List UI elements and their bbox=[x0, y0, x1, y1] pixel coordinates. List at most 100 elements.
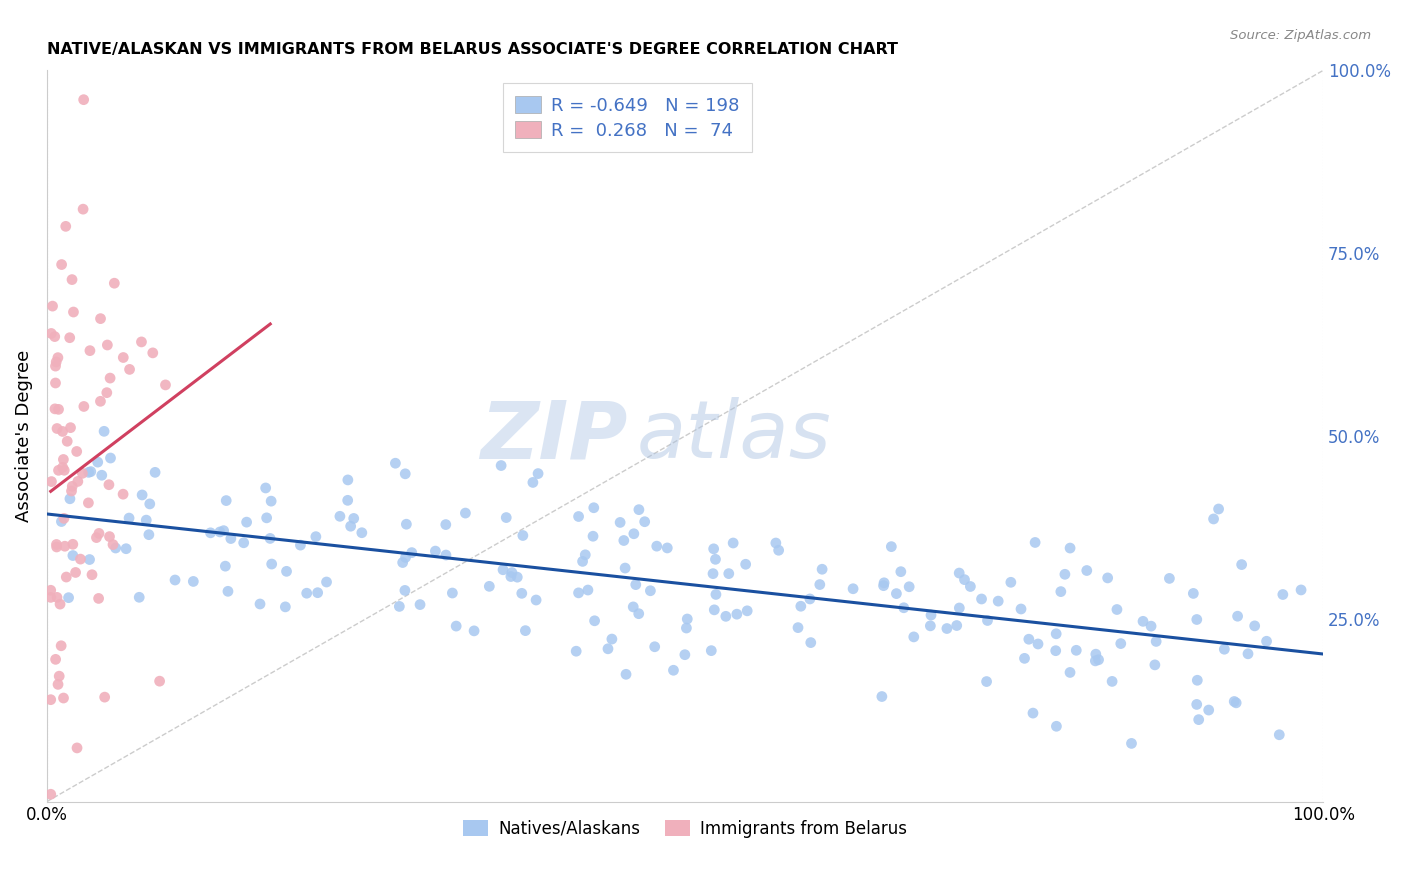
Point bbox=[44, 376, 66, 390]
Point bbox=[1084, 654, 1107, 668]
Point bbox=[948, 566, 970, 580]
Point bbox=[1182, 586, 1205, 600]
Point bbox=[1271, 587, 1294, 601]
Point bbox=[492, 563, 515, 577]
Point bbox=[1140, 619, 1163, 633]
Point bbox=[1198, 703, 1220, 717]
Point bbox=[200, 525, 222, 540]
Point bbox=[717, 566, 740, 581]
Point bbox=[66, 444, 89, 458]
Point bbox=[576, 582, 599, 597]
Point bbox=[53, 539, 76, 553]
Point bbox=[39, 787, 62, 801]
Point bbox=[118, 362, 141, 376]
Point bbox=[676, 612, 699, 626]
Point bbox=[893, 600, 915, 615]
Point bbox=[115, 541, 138, 556]
Point bbox=[735, 604, 758, 618]
Point bbox=[568, 509, 591, 524]
Point bbox=[51, 515, 73, 529]
Point bbox=[60, 483, 83, 498]
Point bbox=[93, 690, 115, 705]
Point bbox=[1208, 502, 1230, 516]
Point bbox=[613, 533, 636, 548]
Point bbox=[214, 559, 236, 574]
Point bbox=[307, 585, 329, 599]
Point bbox=[898, 580, 921, 594]
Point bbox=[305, 530, 328, 544]
Point bbox=[235, 515, 257, 529]
Point bbox=[128, 591, 150, 605]
Point bbox=[208, 524, 231, 539]
Point bbox=[1289, 582, 1312, 597]
Point bbox=[336, 473, 359, 487]
Point bbox=[644, 640, 666, 654]
Point bbox=[662, 663, 685, 677]
Point bbox=[212, 524, 235, 538]
Point bbox=[112, 351, 135, 365]
Point bbox=[1087, 653, 1109, 667]
Point bbox=[138, 527, 160, 541]
Point bbox=[59, 331, 82, 345]
Point bbox=[920, 619, 942, 633]
Point bbox=[73, 93, 96, 107]
Point bbox=[100, 450, 122, 465]
Text: Source: ZipAtlas.com: Source: ZipAtlas.com bbox=[1230, 29, 1371, 42]
Point bbox=[39, 583, 62, 598]
Point bbox=[260, 557, 283, 571]
Point bbox=[1045, 643, 1067, 657]
Point bbox=[582, 529, 605, 543]
Point bbox=[1018, 632, 1040, 647]
Point bbox=[703, 603, 725, 617]
Point bbox=[600, 632, 623, 646]
Point bbox=[394, 583, 416, 598]
Point bbox=[787, 621, 810, 635]
Point bbox=[1064, 643, 1087, 657]
Point bbox=[62, 305, 84, 319]
Point bbox=[987, 594, 1010, 608]
Point bbox=[44, 359, 66, 373]
Point bbox=[463, 624, 485, 638]
Point bbox=[46, 591, 69, 605]
Point bbox=[515, 624, 537, 638]
Point bbox=[44, 329, 66, 343]
Point bbox=[903, 630, 925, 644]
Point bbox=[478, 579, 501, 593]
Point bbox=[149, 674, 172, 689]
Point bbox=[39, 326, 62, 341]
Point bbox=[1237, 647, 1260, 661]
Point bbox=[89, 311, 111, 326]
Point bbox=[945, 618, 967, 632]
Point bbox=[96, 338, 118, 352]
Point bbox=[495, 510, 517, 524]
Point bbox=[131, 488, 153, 502]
Point bbox=[524, 593, 547, 607]
Point bbox=[808, 577, 831, 591]
Point bbox=[725, 607, 748, 622]
Point bbox=[890, 565, 912, 579]
Point bbox=[219, 532, 242, 546]
Point bbox=[98, 371, 121, 385]
Point bbox=[52, 511, 75, 525]
Point bbox=[51, 639, 73, 653]
Point bbox=[276, 565, 298, 579]
Point bbox=[104, 541, 127, 555]
Point bbox=[1105, 602, 1128, 616]
Point bbox=[181, 574, 204, 589]
Point bbox=[52, 691, 75, 706]
Point bbox=[112, 487, 135, 501]
Point bbox=[976, 674, 998, 689]
Point bbox=[329, 509, 352, 524]
Point bbox=[434, 517, 457, 532]
Point bbox=[527, 467, 550, 481]
Point bbox=[62, 549, 84, 563]
Point bbox=[72, 467, 94, 481]
Point bbox=[77, 496, 100, 510]
Point bbox=[77, 466, 100, 480]
Point bbox=[583, 614, 606, 628]
Point bbox=[101, 538, 124, 552]
Point bbox=[1185, 613, 1208, 627]
Point bbox=[215, 493, 238, 508]
Point bbox=[45, 652, 67, 666]
Point bbox=[920, 608, 942, 623]
